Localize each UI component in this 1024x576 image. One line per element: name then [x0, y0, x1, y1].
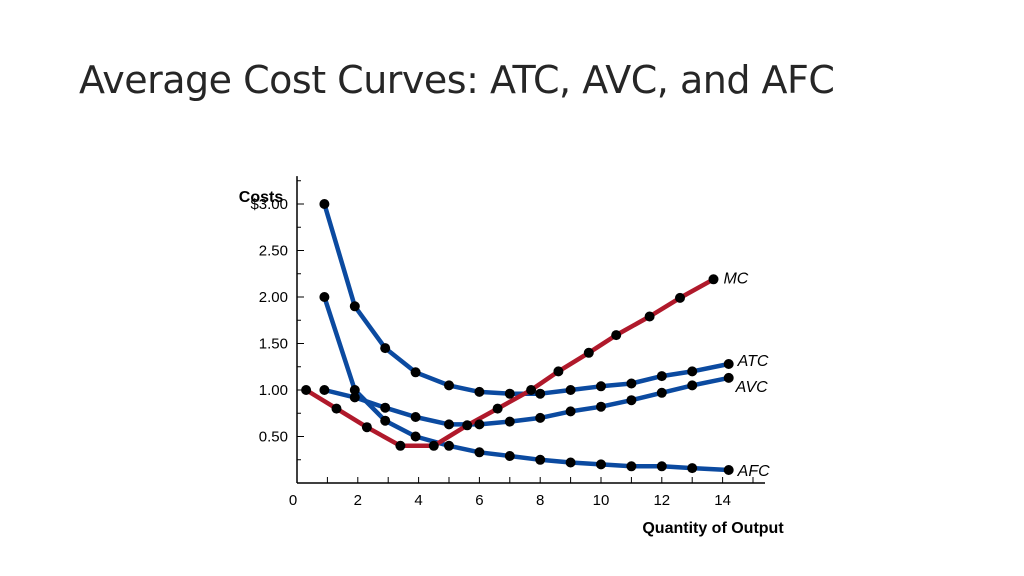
atc-data-point	[687, 366, 698, 377]
afc-data-point	[444, 440, 454, 451]
avc-curve-label: AVC	[735, 379, 768, 396]
mc-data-point	[361, 422, 372, 433]
mc-data-point	[492, 403, 503, 414]
afc-data-point	[380, 415, 391, 426]
y-tick-label: 1.00	[259, 382, 288, 399]
atc-data-point	[349, 301, 360, 312]
avc-data-point	[723, 372, 734, 383]
afc-data-point	[349, 385, 360, 395]
x-tick-label: 6	[475, 492, 483, 509]
mc-data-point	[675, 292, 685, 303]
atc-data-point	[474, 386, 485, 397]
mc-data-point	[526, 385, 537, 395]
slide-title: Average Cost Curves: ATC, AVC, and AFC	[79, 58, 835, 102]
afc-curve-line	[322, 294, 731, 473]
mc-data-point	[428, 440, 439, 451]
afc-data-point	[687, 463, 698, 474]
afc-data-point	[565, 457, 576, 468]
afc-curve-label: AFC	[737, 463, 770, 480]
atc-curve-label: ATC	[737, 353, 769, 370]
x-tick-label: 12	[653, 492, 670, 509]
afc-data-point	[535, 454, 546, 465]
mc-data-point	[708, 274, 719, 285]
avc-data-point	[380, 402, 391, 413]
atc-data-point	[565, 385, 576, 395]
atc-data-point	[535, 388, 546, 399]
avc-data-point	[626, 395, 637, 406]
avc-data-point	[596, 401, 606, 412]
mc-data-point	[395, 440, 406, 451]
x-tick-label: 2	[354, 492, 362, 509]
afc-data-point	[504, 451, 515, 461]
avc-data-point	[535, 412, 546, 423]
avc-curve-line	[322, 375, 731, 427]
x-tick-label: 0	[289, 492, 297, 509]
mc-data-point	[611, 330, 622, 341]
avc-data-point	[687, 380, 698, 391]
mc-data-point	[301, 385, 312, 395]
atc-data-point	[723, 359, 734, 369]
atc-data-point	[410, 367, 421, 378]
afc-data-point	[319, 292, 330, 302]
y-tick-label: $3.00	[250, 196, 288, 213]
y-tick-label: 0.50	[259, 429, 288, 446]
mc-data-point	[644, 311, 655, 322]
y-tick-label: 2.00	[259, 289, 288, 306]
avc-data-point	[504, 416, 515, 427]
mc-data-point	[331, 403, 342, 414]
atc-data-point	[504, 388, 515, 399]
x-tick-label: 4	[414, 492, 422, 509]
afc-data-point	[626, 461, 637, 472]
avc-data-point	[410, 412, 421, 422]
mc-data-point	[553, 366, 564, 377]
atc-data-point	[319, 199, 330, 209]
afc-data-point	[656, 461, 667, 472]
avc-data-point	[656, 387, 667, 398]
x-ticks: 0 2 4 6 8 10 12 14	[289, 477, 754, 509]
x-tick-label: 10	[593, 492, 610, 509]
curve-labels: MC ATC AVC AFC	[723, 270, 770, 480]
y-tick-label: 2.50	[259, 243, 288, 260]
afc-data-point	[410, 431, 421, 442]
avc-data-point	[444, 419, 454, 430]
afc-data-point	[596, 459, 606, 470]
avc-data-point	[474, 419, 485, 430]
atc-data-point	[656, 371, 667, 382]
avc-data-point	[319, 385, 330, 395]
x-tick-label: 8	[536, 492, 544, 509]
y-tick-label: 1.50	[259, 336, 288, 353]
atc-data-point	[380, 343, 391, 354]
atc-data-point	[596, 381, 606, 392]
atc-data-point	[444, 380, 454, 391]
avc-data-point	[349, 392, 360, 403]
mc-data-point	[583, 347, 594, 358]
x-tick-label: 14	[714, 492, 731, 509]
afc-data-point	[723, 465, 734, 475]
y-axis-title: Costs	[239, 189, 284, 206]
atc-curve-line	[322, 201, 731, 396]
afc-data-point	[474, 447, 485, 458]
mc-data-point	[462, 420, 473, 431]
mc-curve-label: MC	[723, 270, 748, 287]
chart-axes: 0.50 1.00 1.50 2.00 2.50 $3.00 0 2 4 6 8 10 12 14 Co…	[239, 176, 784, 537]
atc-data-point	[626, 378, 637, 389]
mc-curve-line	[303, 277, 716, 449]
chart-curves	[301, 199, 734, 475]
y-ticks: 0.50 1.00 1.50 2.00 2.50 $3.00	[250, 180, 304, 461]
avc-data-point	[565, 406, 576, 417]
x-axis-title: Quantity of Output	[642, 520, 784, 537]
